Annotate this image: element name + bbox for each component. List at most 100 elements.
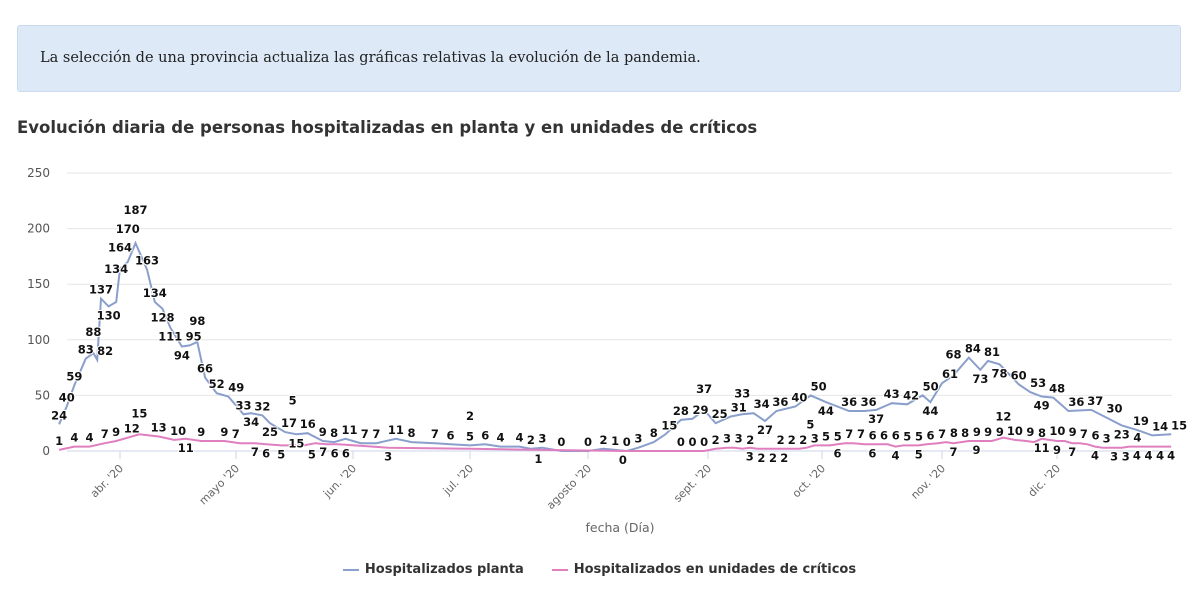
data-label: 9	[112, 425, 120, 439]
data-label: 3	[1122, 450, 1130, 464]
data-label: 33	[734, 386, 750, 400]
data-label: 3	[811, 432, 819, 446]
data-label: 78	[991, 366, 1007, 380]
data-label: 37	[696, 382, 712, 396]
data-label: 11	[388, 423, 404, 437]
data-label: 81	[984, 345, 1000, 359]
data-label: 5	[308, 447, 316, 461]
data-label: 7	[372, 427, 380, 441]
data-label: 24	[51, 408, 67, 422]
data-label: 3	[538, 432, 546, 446]
data-label: 6	[868, 446, 876, 460]
data-label: 7	[1080, 427, 1088, 441]
data-label: 27	[757, 423, 773, 437]
data-label: 2	[746, 433, 754, 447]
data-label: 8	[961, 426, 969, 440]
data-label: 36	[861, 395, 877, 409]
data-label: 0	[700, 435, 708, 449]
data-label: 4	[1091, 449, 1099, 463]
data-label: 6	[833, 446, 841, 460]
x-tick-label: mayo '20	[197, 462, 242, 507]
data-label: 2	[599, 433, 607, 447]
data-label: 6	[927, 428, 935, 442]
y-tick-label: 50	[35, 388, 50, 402]
data-label: 9	[973, 425, 981, 439]
data-label: 44	[922, 404, 938, 418]
data-label: 43	[884, 387, 900, 401]
data-label: 5	[915, 429, 923, 443]
series-lines	[58, 240, 1172, 453]
data-label: 0	[584, 435, 592, 449]
data-label: 2	[466, 409, 474, 423]
data-label: 5	[466, 429, 474, 443]
data-label: 163	[135, 254, 159, 268]
data-label: 2	[799, 433, 807, 447]
data-label: 11	[341, 423, 357, 437]
data-label: 130	[97, 308, 121, 322]
data-label: 31	[731, 401, 747, 415]
data-label: 9	[197, 425, 205, 439]
data-label: 6	[331, 446, 339, 460]
data-label: 1	[611, 434, 619, 448]
chart-legend: Hospitalizados planta Hospitalizados en …	[0, 562, 1199, 577]
data-label: 4	[1133, 449, 1141, 463]
data-label: 30	[1106, 402, 1122, 416]
data-label: 4	[86, 431, 94, 445]
data-label: 7	[251, 445, 259, 459]
data-label: 6	[1091, 428, 1099, 442]
legend-swatch	[551, 568, 568, 571]
data-label: 7	[845, 427, 853, 441]
data-label: 12	[995, 410, 1011, 424]
data-label: 8	[950, 426, 958, 440]
data-label: 2	[780, 451, 788, 465]
data-label: 4	[515, 431, 523, 445]
data-label: 7	[101, 427, 109, 441]
data-label: 52	[209, 377, 225, 391]
data-label: 60	[1011, 368, 1027, 382]
data-label: 2	[769, 451, 777, 465]
data-label: 10	[1049, 424, 1065, 438]
data-label: 15	[661, 418, 677, 432]
data-label: 7	[431, 427, 439, 441]
data-label: 28	[673, 404, 689, 418]
legend-item-planta[interactable]: Hospitalizados planta	[342, 562, 524, 577]
info-banner: La selección de una provincia actualiza …	[17, 25, 1181, 92]
data-label: 6	[342, 446, 350, 460]
data-label: 8	[407, 426, 415, 440]
data-label: 134	[104, 262, 128, 276]
data-label: 128	[151, 311, 175, 325]
data-label: 111	[158, 330, 182, 344]
data-label: 95	[186, 329, 202, 343]
data-label: 7	[1068, 445, 1076, 459]
data-label: 50	[923, 379, 939, 393]
x-tick-label: abr. '20	[88, 462, 126, 500]
y-tick-label: 200	[27, 222, 50, 236]
legend-item-criticos[interactable]: Hospitalizados en unidades de críticos	[551, 562, 856, 577]
data-label: 9	[1026, 425, 1034, 439]
data-label: 66	[197, 362, 213, 376]
data-label: 9	[972, 443, 980, 457]
data-label: 5	[903, 429, 911, 443]
data-label: 4	[70, 431, 78, 445]
data-label: 6	[880, 428, 888, 442]
data-label: 3	[746, 450, 754, 464]
data-label: 94	[174, 348, 190, 362]
data-label: 5	[289, 393, 297, 407]
data-label: 49	[228, 381, 244, 395]
data-label: 9	[220, 425, 228, 439]
data-label: 1	[55, 434, 63, 448]
data-label: 8	[1038, 426, 1046, 440]
data-label: 5	[915, 447, 923, 461]
data-label: 2	[757, 451, 765, 465]
data-label: 8	[650, 426, 658, 440]
data-label: 73	[972, 372, 988, 386]
data-label: 33	[236, 398, 252, 412]
data-label: 32	[254, 399, 270, 413]
x-tick-label: nov. '20	[908, 462, 948, 502]
data-label: 2	[527, 433, 535, 447]
data-label: 5	[834, 429, 842, 443]
series-line-1	[58, 433, 1172, 452]
data-label: 4	[892, 449, 900, 463]
data-label: 187	[123, 203, 147, 217]
